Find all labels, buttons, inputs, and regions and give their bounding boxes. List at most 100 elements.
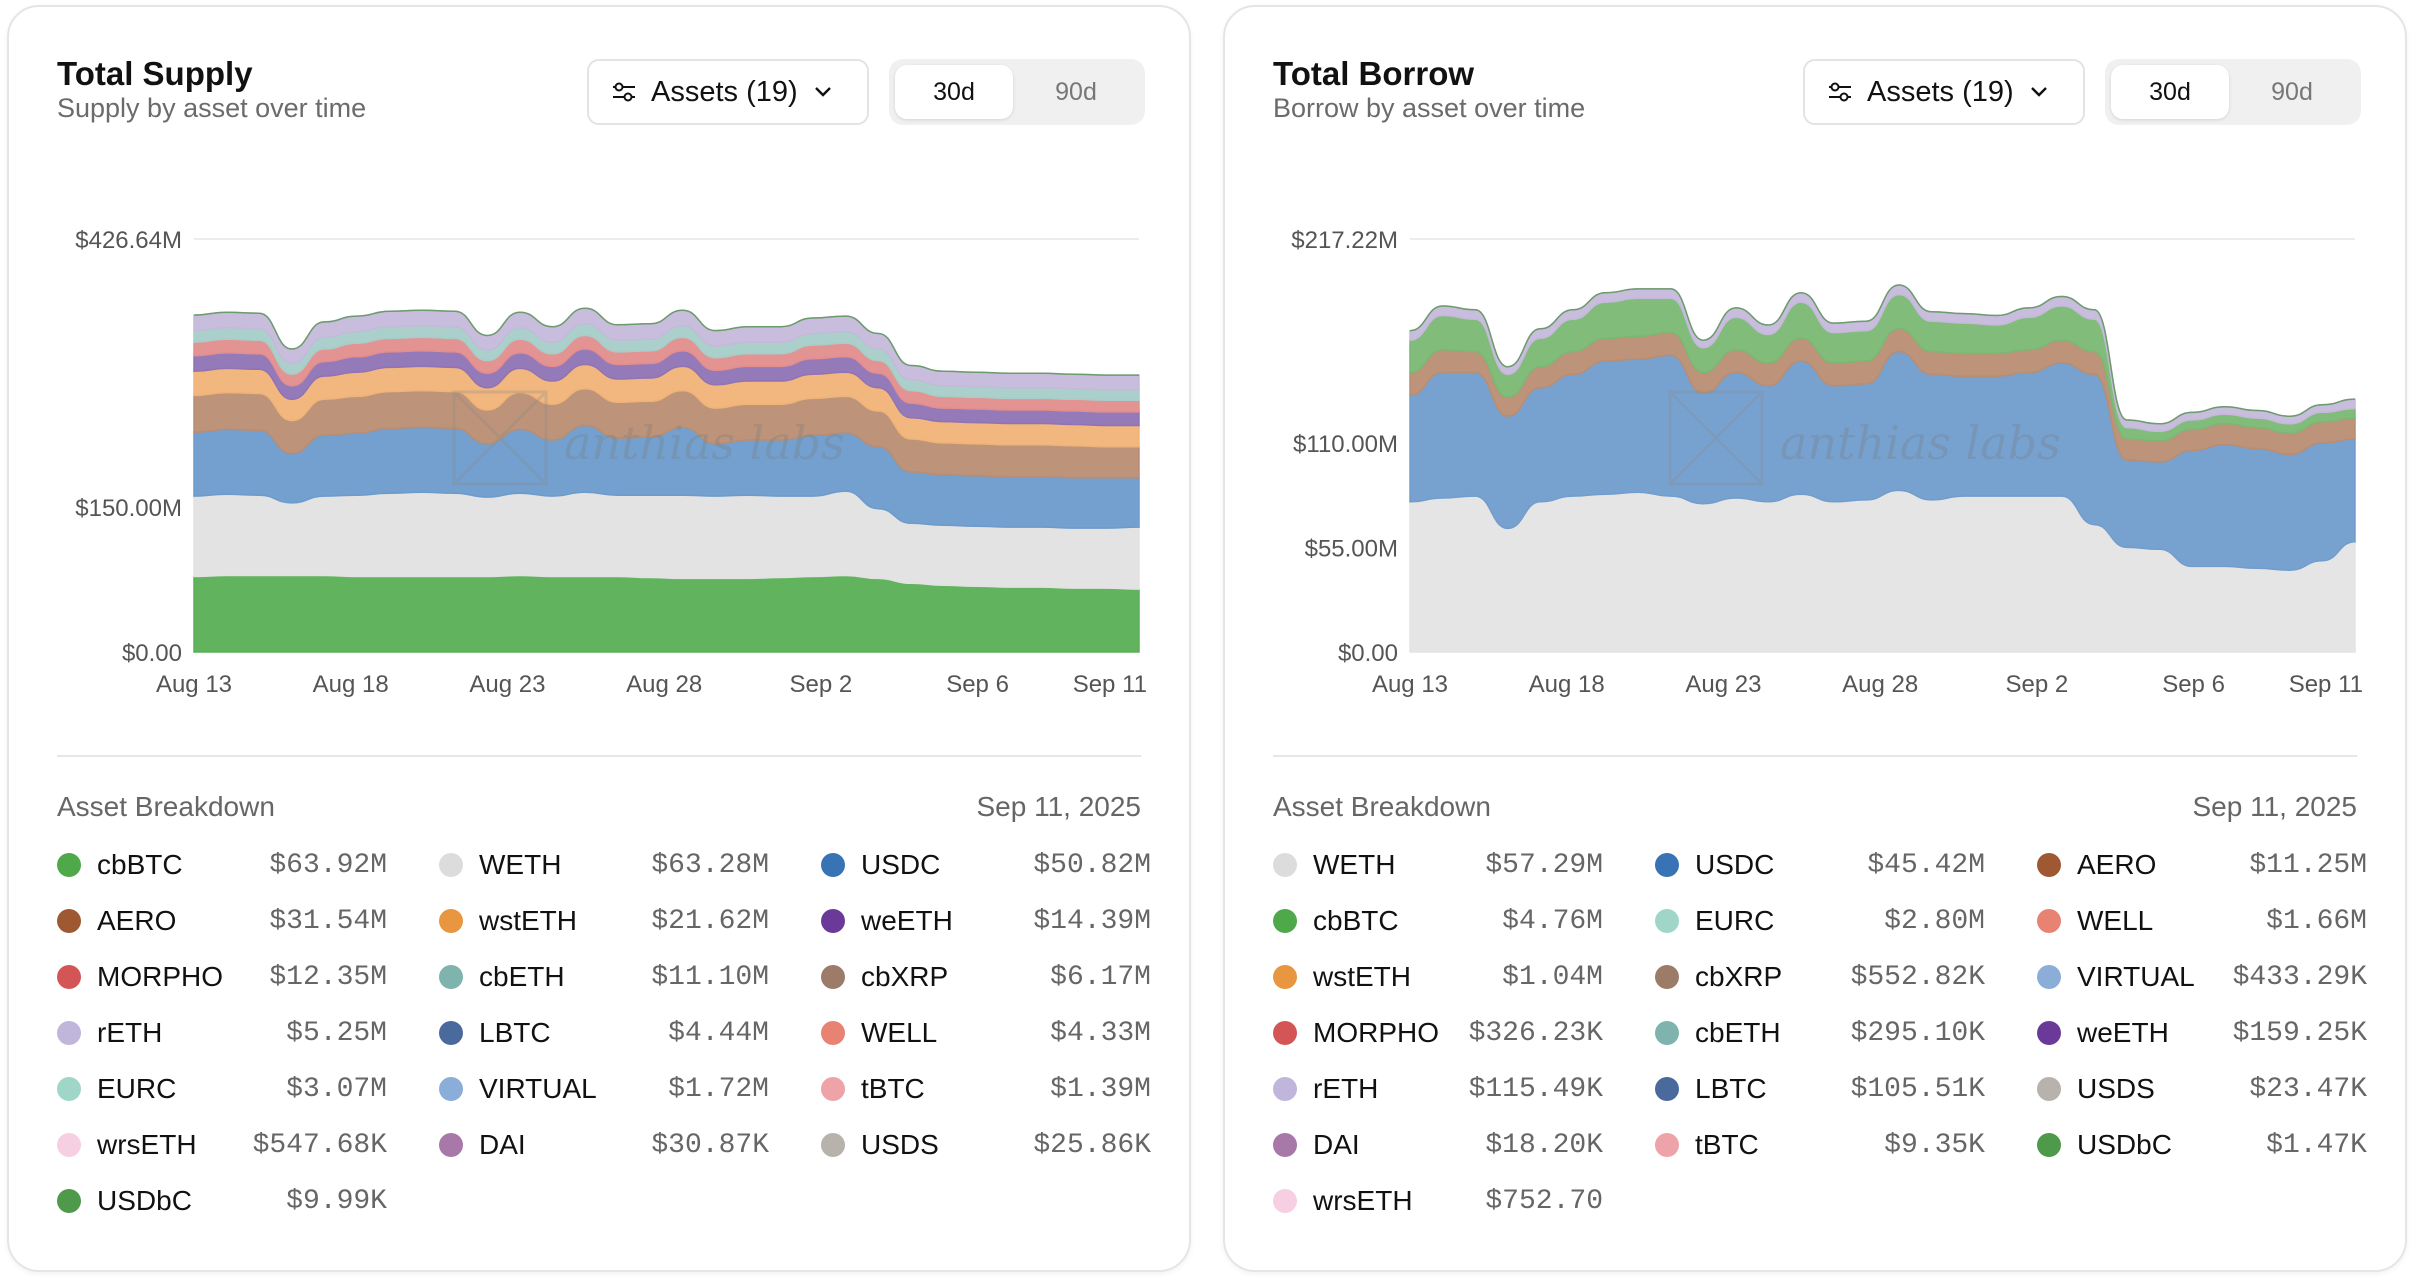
legend-item-virtual: VIRTUAL $433.29K [2037,957,2367,997]
asset-name: WETH [1313,849,1396,880]
legend-item-morpho: MORPHO $326.23K [1273,1013,1603,1053]
range-toggle: 30d 90d [889,59,1145,125]
legend-swatch [821,1021,845,1045]
x-tick-label: Sep 6 [2162,671,2225,698]
asset-name: USDS [861,1129,939,1160]
asset-name: AERO [2077,849,2157,880]
asset-name: WETH [479,849,562,880]
range-toggle: 30d 90d [2105,59,2361,125]
asset-name: VIRTUAL [479,1073,597,1104]
y-tick-label: $55.00M [1305,535,1398,562]
sliders-icon [1829,82,1851,102]
y-tick-label: $426.64M [75,227,182,254]
legend-swatch [57,1133,81,1157]
asset-name: AERO [97,905,177,936]
assets-filter-button[interactable]: Assets (19) [587,59,869,125]
legend-item-lbtc: LBTC $105.51K [1655,1069,1985,1109]
borrow-area-chart: anthias labs $0.00 $55.00M $110.00M $217.22M… [1291,227,2363,698]
asset-name: USDbC [2077,1129,2172,1160]
range-30d-tab[interactable]: 30d [2111,65,2229,119]
assets-filter-label: Assets (19) [1867,75,2014,108]
x-tick-label: Aug 28 [626,671,702,698]
legend-swatch [821,909,845,933]
legend-item-well: WELL $1.66M [2037,901,2367,941]
watermark-logo: anthias labs [452,390,845,486]
asset-value: $547.68K [252,1129,387,1161]
asset-value: $31.54M [269,905,387,937]
y-tick-label: $150.00M [75,495,182,522]
asset-value: $21.62M [651,905,769,937]
asset-value: $11.10M [651,961,769,993]
assets-filter-button[interactable]: Assets (19) [1803,59,2085,125]
legend-swatch [821,1077,845,1101]
panel-title: Total Borrow [1273,55,1475,92]
x-tick-label: Sep 11 [2289,671,2363,698]
legend-swatch [2037,909,2061,933]
range-90d-tab[interactable]: 90d [2271,77,2313,106]
legend-item-reth: rETH $115.49K [1273,1069,1603,1109]
asset-name: tBTC [1695,1129,1759,1160]
asset-value: $30.87K [651,1129,769,1161]
legend-item-wsteth: wstETH $1.04M [1273,957,1603,997]
legend-item-cbeth: cbETH $295.10K [1655,1013,1985,1053]
y-tick-label: $0.00 [122,640,182,667]
legend-item-eurc: EURC $3.07M [57,1069,387,1109]
asset-value: $1.39M [1050,1073,1151,1105]
x-tick-label: Aug 18 [313,671,389,698]
legend-item-weeth: weETH $159.25K [2037,1013,2367,1053]
asset-name: WELL [2077,905,2154,936]
asset-value: $1.72M [668,1073,769,1105]
legend-item-aero: AERO $31.54M [57,901,387,941]
legend-swatch [439,965,463,989]
asset-value: $105.51K [1850,1073,1985,1105]
legend-item-usdc: USDC $45.42M [1655,845,1985,885]
breakdown-title: Asset Breakdown [1273,791,1491,822]
asset-name: MORPHO [97,961,223,992]
legend-swatch [1655,1077,1679,1101]
area-top-outline [1409,284,2356,425]
asset-name: MORPHO [1313,1017,1439,1048]
asset-value: $4.33M [1050,1017,1151,1049]
asset-name: EURC [97,1073,177,1104]
asset-value: $50.82M [1033,849,1151,881]
asset-value: $752.70 [1485,1185,1603,1217]
legend-swatch [1273,909,1297,933]
legend-item-usds: USDS $23.47K [2037,1069,2367,1109]
legend-item-weth: WETH $63.28M [439,845,769,885]
asset-value: $25.86K [1033,1129,1151,1161]
legend-item-lbtc: LBTC $4.44M [439,1013,769,1053]
area-top-outline [193,307,1139,376]
y-tick-label: $0.00 [1338,640,1398,667]
asset-value: $552.82K [1850,961,1985,993]
asset-value: $1.04M [1502,961,1603,993]
y-tick-label: $110.00M [1293,431,1398,458]
x-tick-label: Aug 28 [1842,671,1918,698]
asset-name: USDC [861,849,941,880]
panel-subtitle: Supply by asset over time [57,93,367,123]
asset-name: weETH [2077,1017,2169,1048]
asset-name: rETH [97,1017,163,1048]
asset-name: LBTC [1695,1073,1767,1104]
legend-item-usdbc: USDbC $1.47K [2037,1125,2367,1165]
legend-swatch [57,1189,81,1213]
supply-area-chart: anthias labs $0.00 $150.00M $426.64M Aug 13 A… [75,227,1147,698]
asset-name: DAI [479,1129,526,1160]
legend-item-reth: rETH $5.25M [57,1013,387,1053]
legend-item-tbtc: tBTC $9.35K [1655,1125,1985,1165]
asset-value: $63.92M [269,849,387,881]
legend-swatch [2037,853,2061,877]
breakdown-title: Asset Breakdown [57,791,275,822]
asset-value: $4.76M [1502,905,1603,937]
asset-value: $3.07M [286,1073,387,1105]
x-tick-label: Aug 18 [1529,671,1605,698]
range-90d-tab[interactable]: 90d [1055,77,1097,106]
divider [1273,755,2357,757]
asset-name: USDbC [97,1185,192,1216]
x-tick-label: Sep 2 [789,671,852,698]
asset-name: DAI [1313,1129,1360,1160]
legend-swatch [439,909,463,933]
range-30d-tab[interactable]: 30d [895,65,1013,119]
legend-swatch [57,1077,81,1101]
legend-swatch [1273,1133,1297,1157]
watermark-mark [452,390,548,486]
